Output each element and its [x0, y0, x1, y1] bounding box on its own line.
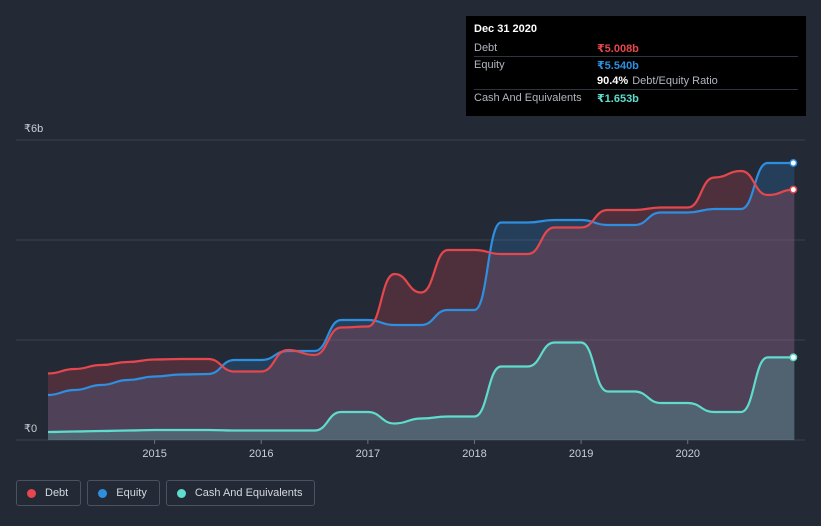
cash-dot-icon [176, 488, 186, 498]
series-lines [47, 161, 795, 434]
x-tick-label-2016: 2016 [249, 448, 273, 460]
debt-area [47, 171, 795, 440]
tooltip-cash-row: Cash And Equivalents ₹1.653b [474, 89, 798, 106]
tooltip-cash-value: ₹1.653b [597, 92, 639, 105]
y-axis-bottom-label: ₹0 [24, 423, 37, 435]
x-tick-label-2015: 2015 [142, 448, 166, 460]
debt-line [47, 169, 795, 375]
tooltip-ratio-label: Debt/Equity Ratio [632, 75, 718, 87]
legend-item-debt[interactable]: Debt [16, 480, 82, 506]
gridlines [16, 139, 805, 441]
x-tick-label-2020: 2020 [675, 448, 699, 460]
debt-dot-icon [27, 488, 36, 498]
y-axis-top-label: ₹6b [24, 123, 43, 135]
tooltip-debt-row: Debt ₹5.008b [474, 40, 798, 56]
legend-item-equity[interactable]: Equity [87, 480, 160, 506]
end-markers [789, 159, 798, 362]
tooltip-equity-value: ₹5.540b [597, 59, 639, 72]
x-tick-label-2018: 2018 [462, 448, 486, 460]
tooltip-cash-label: Cash And Equivalents [474, 92, 582, 104]
x-tick-label-2017: 2017 [356, 448, 380, 460]
tooltip-ratio-pct: 90.4% [597, 75, 629, 87]
series-areas [47, 163, 795, 440]
legend: Debt Equity Cash And Equivalents [16, 480, 316, 506]
tooltip-debt-label: Debt [474, 42, 498, 54]
equity-dot-icon [98, 488, 108, 498]
legend-equity-label: Equity [116, 487, 147, 499]
debt-end-marker [789, 185, 798, 194]
tooltip-ratio-row: 90.4% Debt/Equity Ratio [474, 73, 798, 89]
x-axis-ticks: 2015 2016 2017 2018 2019 2020 [142, 440, 700, 460]
equity-line [47, 161, 795, 397]
tooltip-equity-label: Equity [474, 59, 505, 71]
legend-item-cash[interactable]: Cash And Equivalents [165, 480, 316, 506]
cash-and-equivalents-area [47, 342, 795, 440]
tooltip: Dec 31 2020 Debt ₹5.008b Equity ₹5.540b … [466, 16, 806, 116]
tooltip-equity-row: Equity ₹5.540b [474, 56, 798, 73]
legend-cash-label: Cash And Equivalents [194, 487, 303, 499]
tooltip-date: Dec 31 2020 [474, 23, 537, 35]
cash-and-equivalents-end-marker [789, 353, 798, 362]
cash-and-equivalents-line [47, 341, 795, 434]
equity-end-marker [789, 159, 798, 167]
x-tick-label-2019: 2019 [569, 448, 593, 460]
legend-debt-label: Debt [45, 487, 69, 499]
tooltip-debt-value: ₹5.008b [597, 42, 639, 55]
